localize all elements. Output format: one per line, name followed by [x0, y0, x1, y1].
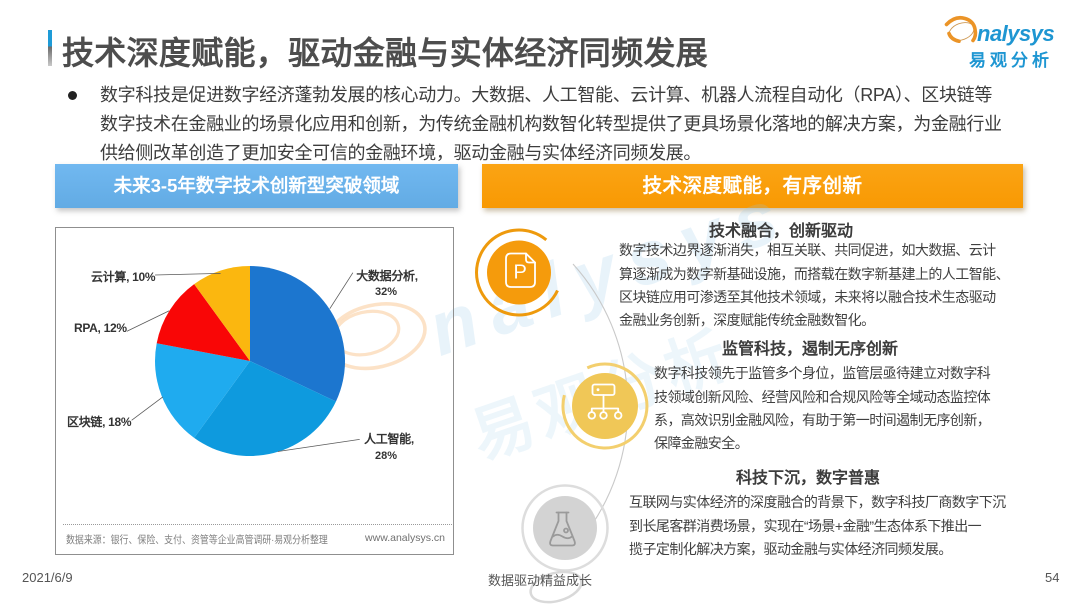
svg-text:P: P — [514, 262, 527, 284]
